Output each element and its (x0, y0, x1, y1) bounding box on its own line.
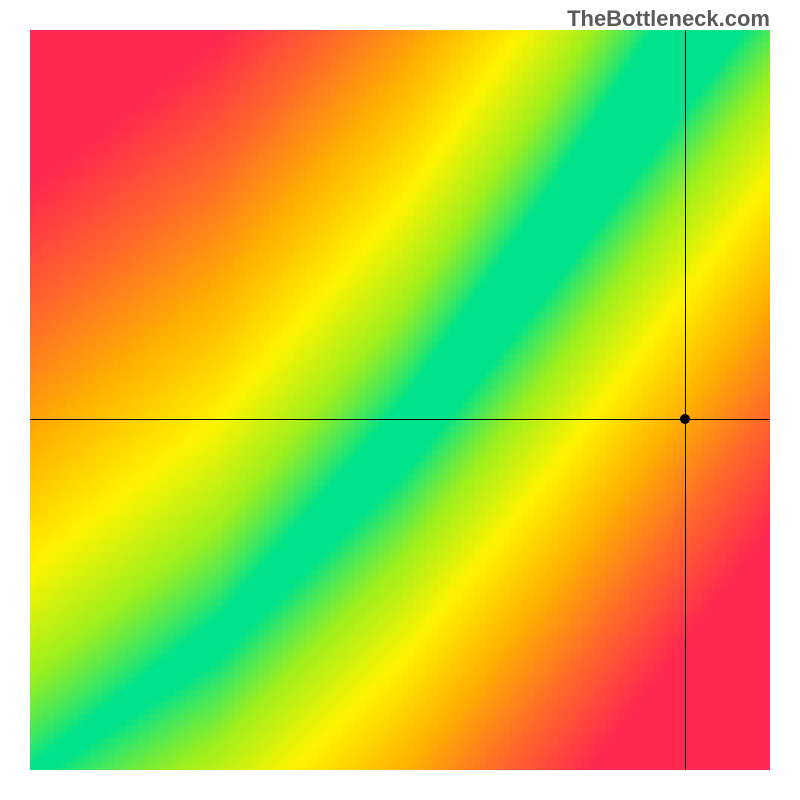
crosshair-horizontal (30, 419, 770, 420)
crosshair-marker-dot (680, 414, 690, 424)
bottleneck-heatmap (30, 30, 770, 770)
watermark-text: TheBottleneck.com (567, 6, 770, 32)
heatmap-canvas (30, 30, 770, 770)
crosshair-vertical (685, 30, 686, 770)
